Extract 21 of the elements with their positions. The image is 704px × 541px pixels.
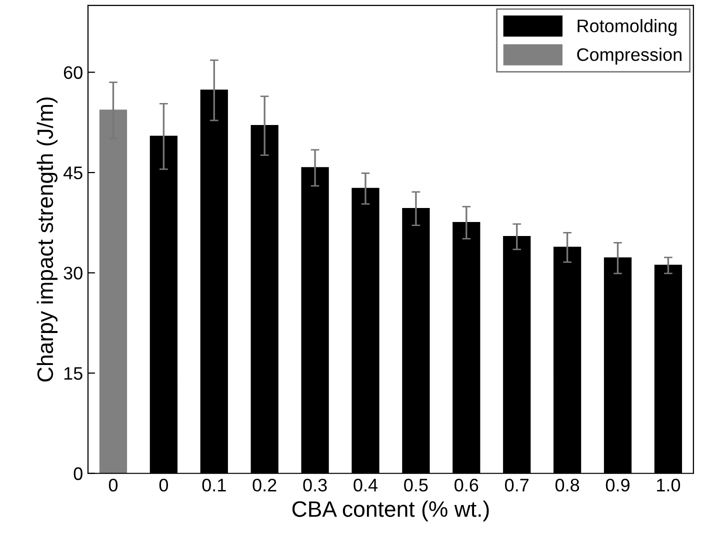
x-tick-label: 0 bbox=[159, 478, 168, 492]
x-tick-label: 0.9 bbox=[606, 478, 630, 492]
x-tick-label: 0.3 bbox=[303, 478, 327, 492]
x-tick-label: 0.4 bbox=[354, 478, 378, 492]
y-tick-label: 60 bbox=[64, 66, 82, 79]
x-axis-title: CBA content (% wt.) bbox=[292, 500, 489, 522]
x-tick-label: 0.2 bbox=[252, 478, 276, 492]
y-tick-label: 0 bbox=[74, 467, 82, 480]
x-tick-label: 0.6 bbox=[454, 478, 478, 492]
y-tick-label: 15 bbox=[64, 367, 82, 380]
legend-label: Compression bbox=[577, 48, 682, 65]
y-tick-label: 30 bbox=[64, 266, 82, 280]
x-tick-label: 0.5 bbox=[404, 478, 428, 492]
y-axis-title: Charpy impact strength (J/m) bbox=[36, 98, 58, 382]
x-tick-label: 0.8 bbox=[555, 478, 580, 492]
x-tick-label: 0.7 bbox=[505, 478, 528, 492]
x-tick-label: 0.1 bbox=[202, 478, 226, 492]
x-tick-label: 0 bbox=[108, 478, 118, 492]
y-tick-label: 45 bbox=[63, 166, 82, 180]
legend-label: Rotomolding bbox=[578, 19, 676, 36]
x-tick-label: 1.0 bbox=[657, 478, 680, 492]
